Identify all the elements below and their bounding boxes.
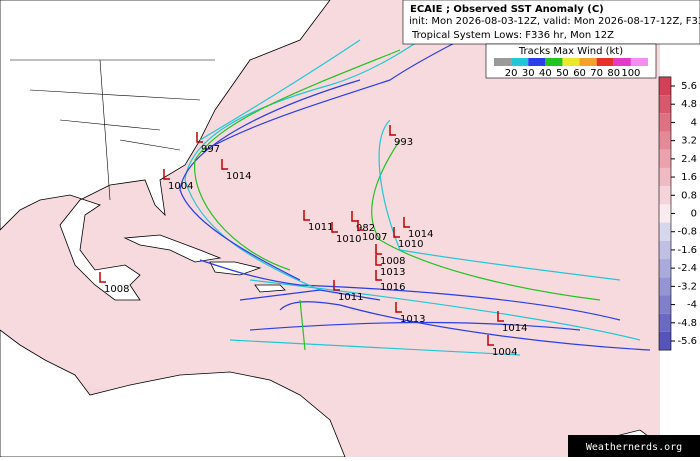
low-marker [221,159,228,170]
low-pressure: 1014 [408,229,433,240]
subtitle: Tropical System Lows: F336 hr, Mon 12Z [411,30,614,41]
low-marker [395,302,402,313]
wind-tick-label: 30 [522,68,535,79]
low-marker [331,222,338,233]
colorbar-segment [659,131,671,150]
low-marker [497,311,504,322]
colorbar-segment [659,95,671,114]
low-marker [196,132,203,143]
low-pressure: 1004 [492,347,517,358]
wind-tick-label: 20 [505,68,518,79]
colorbar-tick-label: 4 [691,117,697,128]
storm-tracks [179,19,651,356]
colorbar-segment [659,149,671,168]
wind-tick-label: 100 [621,68,640,79]
low-pressure: 1011 [308,222,333,233]
colorbar-segment [659,313,671,332]
low-marker [163,169,170,180]
colorbar-tick-label: -0.8 [677,227,697,238]
wind-color [613,58,631,66]
low-marker [375,255,382,266]
colorbar-tick-label: -4.8 [677,318,697,329]
low-pressure: 1016 [380,282,405,293]
colorbar-segment [659,240,671,260]
low-marker [375,244,382,255]
wind-color [562,58,580,66]
watermark: Weathernerds.org [586,442,682,453]
colorbar-segment [659,186,671,205]
low-pressure: 997 [201,144,220,155]
colorbar-tick-label: 5.6 [681,81,697,92]
colorbar-segment [659,222,671,241]
low-pressure: 1010 [398,239,423,250]
low-pressure: 1004 [168,181,193,192]
colorbar-tick-label: 2.4 [681,154,697,165]
low-pressure: 982 [356,223,375,234]
low-marker [393,227,400,238]
wind-color [630,58,648,66]
colorbar-tick-label: -2.4 [677,263,697,274]
wind-tick-label: 50 [556,68,569,79]
low-pressure: 1011 [338,292,363,303]
wind-color [528,58,546,66]
colorbar-tick-label: -5.6 [677,336,697,347]
wind-legend: 20 30 40 50 60 70 80 100 [494,58,648,79]
wind-color [494,58,512,66]
colorbar-tick-label: -4 [687,300,697,311]
colorbar-segment [659,76,671,96]
colorbar-segment [659,167,671,187]
low-marker [403,217,410,228]
low-pressure: 1013 [380,267,405,278]
low-marker [99,272,106,283]
low-pressure: 1010 [336,234,361,245]
colorbar-segment [659,204,671,223]
colorbar-segment [659,295,671,314]
colorbar-tick-label: 0.8 [681,190,697,201]
low-marker [357,220,364,231]
colorbar-tick-label: -3.2 [677,281,697,292]
low-pressure: 1014 [502,323,527,334]
colorbar-tick-label: 0 [691,209,697,220]
low-marker [333,280,340,291]
low-pressure: 1014 [226,171,251,182]
wind-tick-label: 40 [539,68,552,79]
wind-tick-label: 60 [573,68,586,79]
low-pressure: 1008 [104,284,129,295]
wind-color [545,58,563,66]
low-marker [375,270,382,281]
colorbar-segment [659,277,671,296]
low-marker [351,211,358,222]
title: ECAIE ; Observed SST Anomaly (C) [410,4,604,15]
low-marker [389,125,396,136]
low-marker [303,210,310,221]
low-pressure: 1013 [400,314,425,325]
watermark-box [568,435,700,457]
wind-color [511,58,529,66]
colorbar-segment [659,113,671,132]
header-box [402,0,700,45]
colorbar-tick-label: 1.6 [681,172,697,183]
colorbar-segment [659,259,671,278]
colorbar-tick-label: -1.6 [677,245,697,256]
init-line: init: Mon 2026-08-03-12Z, valid: Mon 202… [409,16,700,27]
low-pressure: 993 [394,137,413,148]
wind-legend-title: Tracks Max Wind (kt) [518,46,623,57]
colorbar-tick-label: 4.8 [681,99,697,110]
colorbar: 5.6 4.8 4 3.2 2.4 1.6 0.8 0 -0.8 -1.6 -2.4 -3.2 -4 -4… [658,76,697,351]
colorbar-segment [659,331,671,351]
lows: 9971004101499310111010982100710101014100… [99,125,527,358]
wind-color [579,58,597,66]
wind-color [596,58,614,66]
low-marker [487,335,494,346]
colorbar-tick-label: 3.2 [681,136,697,147]
low-pressure: 1008 [380,256,405,267]
wind-tick-label: 80 [607,68,620,79]
low-pressure: 1007 [362,232,387,243]
borders [10,59,215,201]
wind-tick-label: 70 [590,68,603,79]
